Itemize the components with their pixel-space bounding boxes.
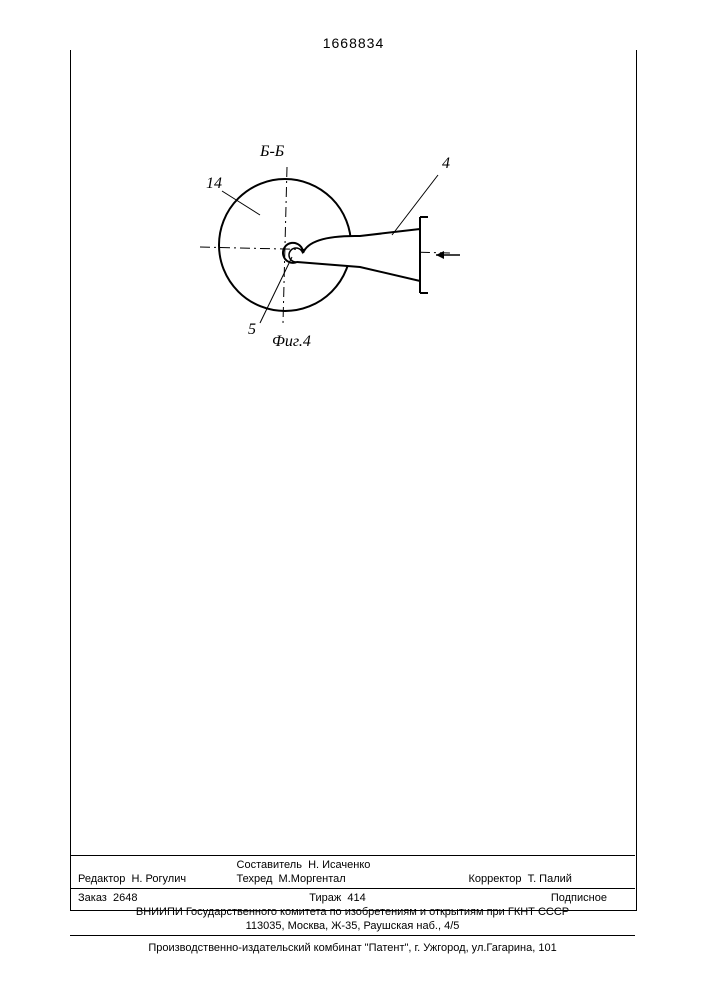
composer-label: Составитель [237, 859, 302, 871]
section-label: Б-Б [260, 143, 284, 161]
ref-14: 14 [206, 175, 222, 193]
editor-label: Редактор [78, 873, 125, 885]
figure-caption: Фиг.4 [272, 333, 311, 351]
editor-name: Н. Рогулич [131, 873, 186, 885]
order-number: 2648 [113, 892, 137, 904]
techred-name: М.Моргентал [279, 873, 346, 885]
ref-5: 5 [248, 321, 256, 339]
org-line-1: ВНИИПИ Государственного комитета по изоб… [70, 905, 635, 919]
document-number: 1668834 [0, 35, 707, 51]
corrector-label: Корректор [468, 873, 521, 885]
order-label: Заказ [78, 892, 107, 904]
org-line-2: 113035, Москва, Ж-35, Раушская наб., 4/5 [70, 919, 635, 933]
corrector-name: Т. Палий [528, 873, 572, 885]
figure-4: Б-Б 14 4 5 Фиг.4 [160, 135, 510, 355]
footer-block: Составитель Н. Исаченко Редактор Н. Рогу… [70, 853, 635, 955]
tirazh-value: 414 [347, 892, 365, 904]
print-line: Производственно-издательский комбинат "П… [70, 938, 635, 955]
subscription: Подписное [551, 892, 607, 904]
ref-4: 4 [442, 155, 450, 173]
composer-name: Н. Исаченко [308, 859, 370, 871]
techred-label: Техред [237, 873, 273, 885]
tirazh-label: Тираж [309, 892, 341, 904]
figure-svg [160, 135, 510, 355]
